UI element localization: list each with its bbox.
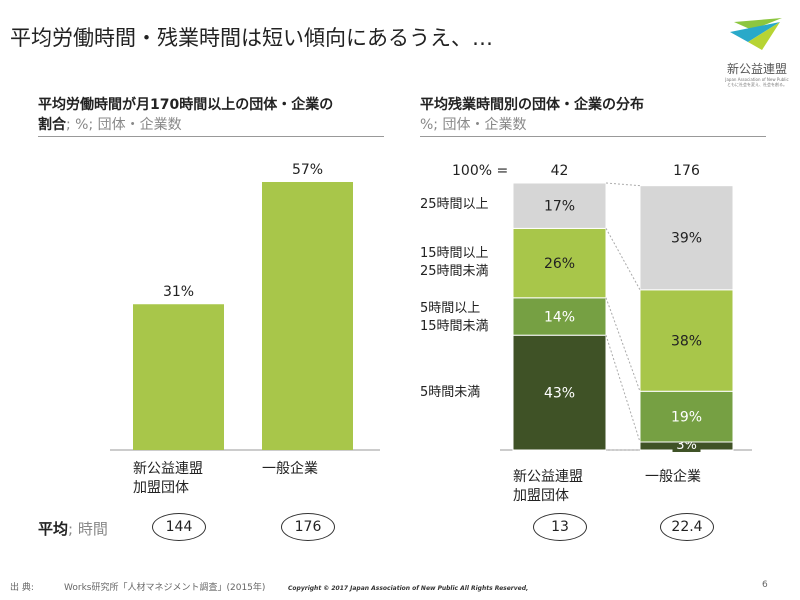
bar [262, 182, 353, 450]
data-label: 14% [544, 310, 575, 326]
stacked-segment [512, 297, 607, 336]
right-divider [420, 136, 766, 137]
connector-line [605, 182, 641, 187]
data-label: 39% [671, 231, 702, 247]
legend-label: 15時間以上 25時間未満 [420, 246, 489, 279]
data-label: 19% [671, 410, 702, 426]
category-label: 一般企業 [262, 461, 318, 477]
average-unit: ; 時間 [68, 520, 108, 538]
page-number: 6 [762, 580, 768, 590]
average-value: 22.4 [660, 513, 714, 541]
data-label: 38% [671, 334, 702, 350]
slide-title: 平均労働時間・残業時間は短い傾向にあるうえ、… [10, 26, 493, 50]
connector-line [605, 335, 641, 443]
legend-label: 25時間以上 [420, 197, 489, 212]
source-text: Works研究所「人材マネジメント調査」(2015年) [64, 583, 266, 593]
left-chart-title: 平均労働時間が月170時間以上の団体・企業の 割合; %; 団体・企業数 [38, 95, 333, 135]
logo-name: 新公益連盟 [726, 62, 787, 76]
source-label: 出 典: [10, 583, 34, 593]
logo: 新公益連盟 Japan Association of New Public とも… [722, 14, 792, 88]
total-value: 176 [673, 163, 700, 179]
stacked-segment [512, 334, 607, 451]
left-title-line1: 平均労働時間が月170時間以上の団体・企業の [38, 97, 334, 113]
average-value: 13 [533, 513, 587, 541]
stacked-segment [512, 227, 607, 299]
data-label: 17% [544, 199, 575, 215]
data-label: 43% [544, 386, 575, 402]
category-label: 新公益連盟 加盟団体 [133, 461, 203, 496]
bar [133, 304, 224, 450]
stacked-segment [512, 182, 607, 229]
left-unit: ; %; 団体・企業数 [66, 117, 182, 133]
connector-line [605, 297, 641, 392]
logo-mark-icon [730, 18, 782, 50]
copyright: Copyright © 2017 Japan Association of Ne… [288, 585, 529, 592]
right-chart-title: 平均残業時間別の団体・企業の分布 %; 団体・企業数 [420, 95, 644, 135]
right-title-line1: 平均残業時間別の団体・企業の分布 [420, 97, 644, 113]
average-value: 176 [281, 513, 335, 541]
logo-tagline: ともに社会を変え、社会を創る。 [727, 82, 787, 87]
logo-english: Japan Association of New Public [725, 77, 789, 82]
average-value: 144 [152, 513, 206, 541]
legend-label: 5時間以上 15時間未満 [420, 301, 489, 334]
stacked-segment [639, 289, 734, 392]
total-value: 42 [550, 163, 569, 179]
data-label: 57% [292, 162, 323, 178]
right-unit: %; 団体・企業数 [420, 117, 527, 133]
average-label-bold: 平均 [38, 520, 69, 538]
data-label: 31% [163, 284, 194, 300]
legend-label: 5時間未満 [420, 385, 481, 400]
category-label: 一般企業 [645, 469, 701, 485]
total-label: 100% = [452, 163, 509, 179]
left-title-line2: 割合 [38, 117, 66, 133]
data-label: 26% [544, 256, 575, 272]
category-label: 新公益連盟 加盟団体 [513, 469, 583, 504]
average-label: 平均; 時間 [38, 518, 108, 539]
left-divider [38, 136, 384, 137]
stacked-segment [639, 185, 734, 291]
connector-line [605, 228, 641, 291]
